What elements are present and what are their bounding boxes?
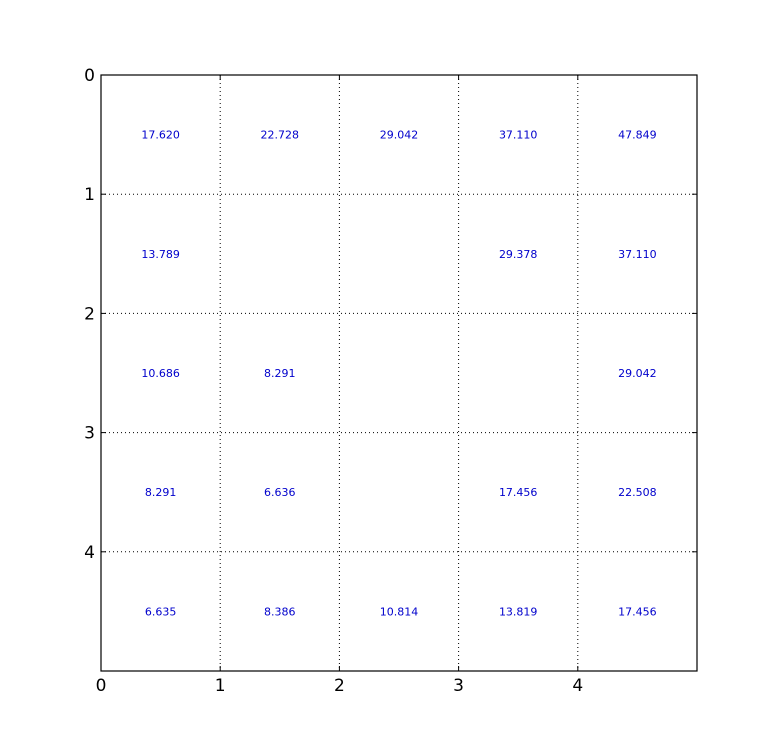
cell-value-label: 29.378	[499, 248, 538, 261]
cell-value-label: 22.728	[261, 129, 300, 142]
cell-value-label: 29.042	[618, 367, 657, 380]
cell-value-label: 17.456	[618, 605, 657, 618]
cell-labels: 17.620 22.728 29.042 37.110 47.849 13.789 29.3…	[141, 129, 656, 619]
x-tick-label: 3	[453, 676, 464, 696]
x-tick-label: 4	[572, 676, 583, 696]
y-tick-label: 0	[84, 66, 95, 86]
y-tick-label: 1	[84, 185, 95, 205]
y-tick-label: 3	[84, 424, 95, 444]
cell-value-label: 37.110	[618, 248, 657, 261]
cell-value-label: 22.508	[618, 486, 657, 499]
plot-frame	[100, 74, 698, 672]
x-tick-label: 2	[334, 676, 345, 696]
cell-value-label: 13.789	[141, 248, 180, 261]
cell-value-label: 6.635	[145, 605, 177, 618]
cell-value-label: 13.819	[499, 605, 538, 618]
cell-value-label: 8.291	[145, 486, 177, 499]
cell-value-label: 6.636	[264, 486, 296, 499]
cell-value-label: 37.110	[499, 129, 538, 142]
cell-value-label: 29.042	[380, 129, 419, 142]
cell-value-label: 17.620	[141, 129, 180, 142]
cell-value-label: 47.849	[618, 129, 657, 142]
cell-value-label: 8.291	[264, 367, 296, 380]
axis-ticks: 0 1 2 3 4 0 1 2 3 4	[84, 66, 697, 696]
x-tick-label: 0	[96, 676, 107, 696]
cell-value-label: 10.814	[380, 605, 419, 618]
cell-value-label: 17.456	[499, 486, 538, 499]
y-tick-label: 2	[84, 304, 95, 324]
cell-value-label: 8.386	[264, 605, 296, 618]
x-tick-label: 1	[215, 676, 226, 696]
y-tick-label: 4	[84, 543, 95, 563]
grid-lines	[101, 75, 697, 671]
cell-value-label: 10.686	[141, 367, 180, 380]
